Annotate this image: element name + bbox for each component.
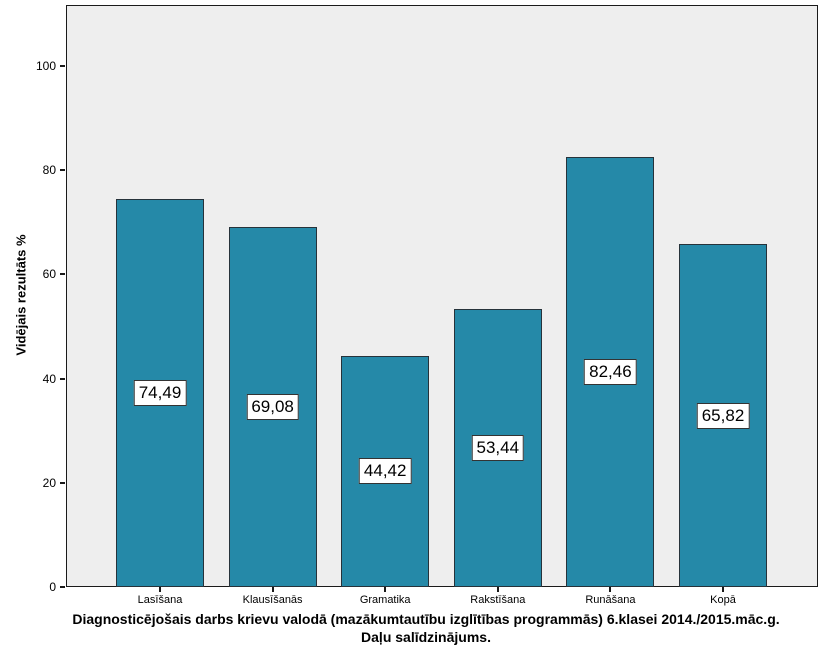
x-tick-label: Rakstīšana (470, 594, 526, 606)
y-tick-mark (60, 377, 65, 380)
x-tick-label: Kopā (710, 594, 736, 606)
y-tick-mark (60, 481, 65, 484)
y-tick-label: 60 (42, 267, 56, 282)
y-tick-label: 40 (42, 371, 56, 386)
bar-value-label: 69,08 (246, 394, 299, 421)
y-tick-mark (60, 273, 65, 276)
bar-value-label: 53,44 (471, 434, 525, 461)
y-tick-label: 80 (42, 163, 56, 178)
y-tick-label: 100 (35, 59, 56, 73)
bar-value-label: 44,42 (358, 458, 412, 485)
y-tick-mark (60, 169, 65, 172)
bar-value-label: 65,82 (696, 402, 750, 429)
chart-title-line-2: Daļu salīdzinājums. (361, 629, 491, 645)
x-tick-mark (722, 587, 724, 592)
x-tick-mark (384, 587, 387, 592)
y-tick-label: 0 (49, 580, 56, 594)
bar-value-label: 82,46 (584, 359, 637, 386)
x-tick-label: Lasīšana (137, 594, 183, 606)
x-tick-label: Runāšana (585, 594, 636, 606)
chart-title-line-1: Diagnosticējošais darbs krievu valodā (m… (72, 611, 780, 627)
x-tick-mark (496, 587, 499, 592)
x-tick-label: Klausīšanās (242, 594, 303, 606)
y-tick-mark (60, 586, 65, 588)
bar-value-label: 74,49 (133, 379, 187, 406)
x-tick-mark (609, 587, 612, 592)
x-tick-label: Gramatika (359, 594, 411, 606)
x-tick-mark (159, 587, 161, 592)
y-axis-title: Vidējais rezultāts % (13, 234, 29, 356)
x-tick-mark (271, 587, 274, 592)
y-tick-mark (60, 65, 65, 67)
y-tick-label: 20 (42, 475, 56, 490)
chart-title: Diagnosticējošais darbs krievu valodā (m… (36, 610, 816, 646)
